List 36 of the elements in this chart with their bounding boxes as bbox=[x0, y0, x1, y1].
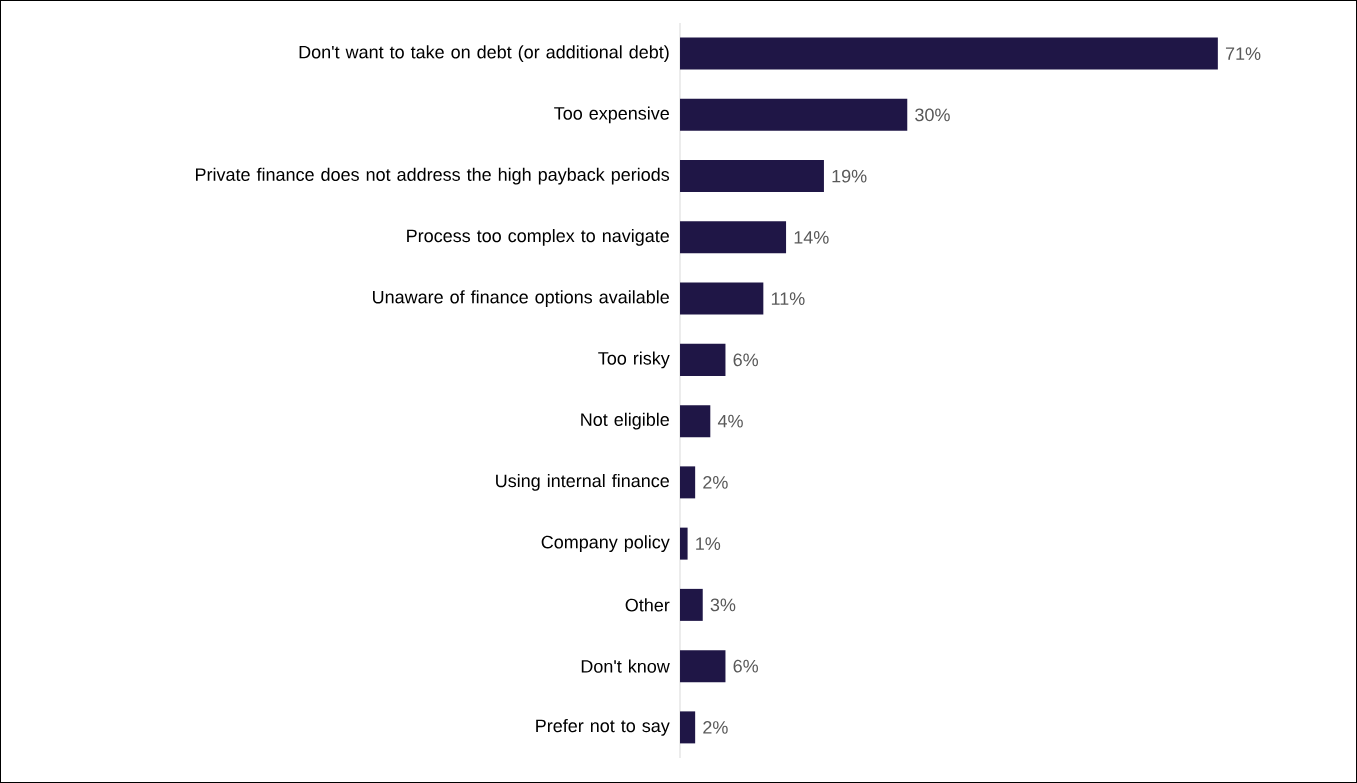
y-tick-label: Too expensive bbox=[554, 106, 669, 124]
y-tick-label: Don't want to take on debt (or additional debt) bbox=[299, 45, 669, 63]
bar bbox=[680, 282, 764, 315]
bar bbox=[680, 343, 726, 376]
y-tick-label: Private finance does not address the high payback periods bbox=[196, 167, 670, 185]
data-label: 3% bbox=[710, 598, 736, 612]
y-tick-label: Process too complex to navigate bbox=[407, 228, 669, 246]
data-label: 2% bbox=[703, 476, 728, 489]
y-tick-label: Using internal finance bbox=[496, 473, 669, 491]
y-tick-label: Don't know bbox=[581, 659, 670, 673]
bar bbox=[680, 466, 696, 499]
data-label: 4% bbox=[717, 414, 743, 428]
data-label: 71% bbox=[1225, 47, 1261, 60]
bar bbox=[680, 160, 824, 193]
data-label: 19% bbox=[832, 169, 867, 183]
bar bbox=[680, 221, 787, 254]
y-tick-label: Unaware of finance options available bbox=[373, 290, 669, 308]
bar bbox=[680, 405, 711, 438]
data-label: 11% bbox=[771, 292, 805, 305]
bar bbox=[680, 37, 1218, 70]
y-tick-label: Prefer not to say bbox=[536, 719, 670, 736]
bar bbox=[680, 527, 688, 560]
y-tick-label: Too risky bbox=[598, 351, 670, 369]
data-label: 1% bbox=[696, 537, 721, 550]
data-label: 6% bbox=[733, 353, 759, 367]
data-label: 6% bbox=[733, 659, 759, 673]
bar bbox=[680, 588, 703, 621]
y-tick-label: Company policy bbox=[541, 535, 670, 553]
y-tick-label: Other bbox=[625, 598, 670, 612]
y-tick-label: Not eligible bbox=[581, 412, 669, 430]
bar bbox=[680, 650, 726, 683]
data-label: 14% bbox=[794, 231, 829, 244]
data-label: 2% bbox=[703, 721, 728, 734]
bar bbox=[680, 711, 696, 744]
data-label: 30% bbox=[915, 108, 950, 122]
bar bbox=[680, 98, 908, 131]
